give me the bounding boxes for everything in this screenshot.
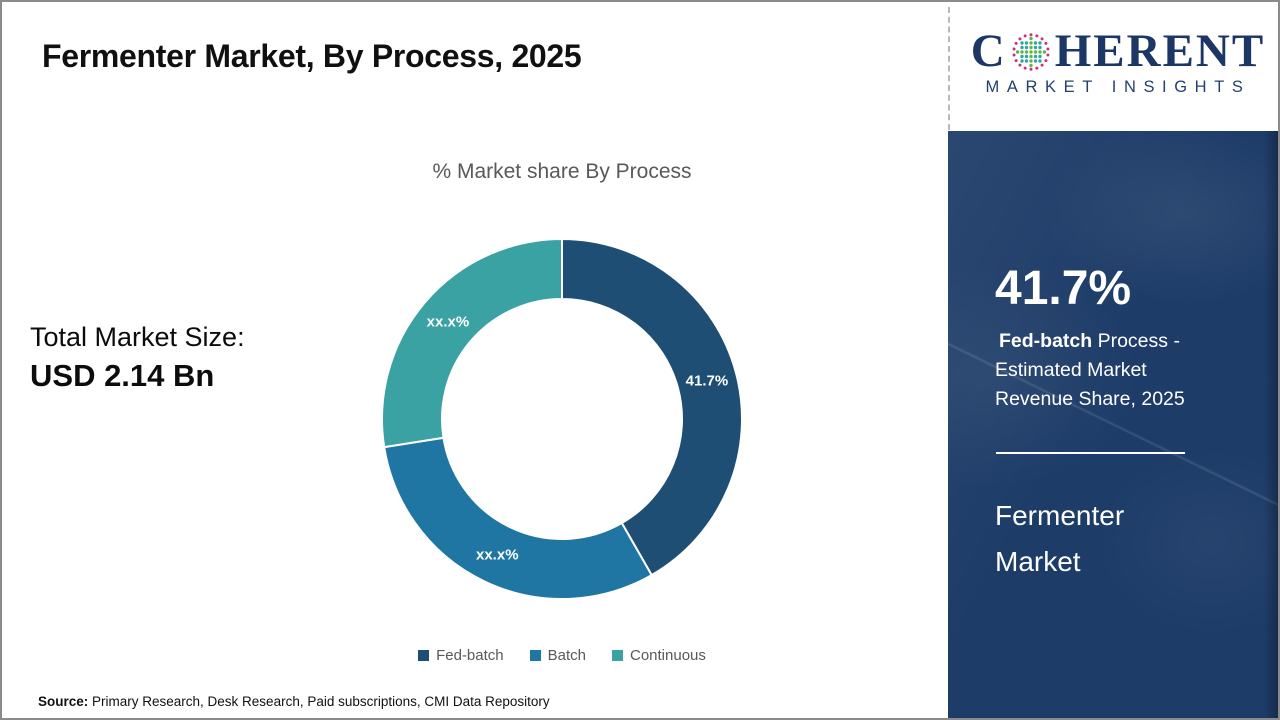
legend-label: Fed-batch: [436, 647, 504, 664]
legend-label: Batch: [547, 647, 586, 664]
globe-dot: [1038, 49, 1042, 54]
globe-dot: [1029, 32, 1033, 36]
page-title: Fermenter Market, By Process, 2025: [42, 38, 582, 74]
globe-dot: [1020, 40, 1024, 45]
donut-slice-fed-batch: [561, 237, 743, 577]
legend-swatch: [529, 650, 541, 661]
globe-dot: [1038, 40, 1042, 45]
globe-dot: [1018, 36, 1022, 40]
total-market-size-label: Total Market Size:: [30, 322, 245, 352]
logo-wordmark: C HERENT: [970, 28, 1266, 75]
slice-label-batch: xx.x%: [476, 546, 519, 563]
globe-dot: [1033, 54, 1037, 58]
source-text: Primary Research, Desk Research, Paid su…: [88, 694, 550, 709]
globe-dot: [1020, 58, 1024, 63]
sidebar-stat-rest: Process - Estimated Market Revenue Share…: [995, 330, 1185, 410]
total-market-size: Total Market Size: USD 2.14 Bn: [30, 322, 245, 394]
globe-dot: [1029, 58, 1033, 63]
logo-letters-rest: HERENT: [1054, 25, 1266, 77]
globe-dot: [1029, 40, 1033, 45]
globe-dot: [1042, 49, 1046, 54]
slice-label-fed-batch: 41.7%: [686, 372, 729, 389]
logo-subtitle: MARKET INSIGHTS: [985, 78, 1251, 96]
globe-dot: [1024, 58, 1028, 63]
globe-dot: [1024, 54, 1028, 58]
globe-dot: [1014, 58, 1018, 62]
globe-dot: [1012, 52, 1016, 56]
globe-dot: [1012, 47, 1016, 51]
globe-dot: [1033, 49, 1037, 54]
legend-item-continuous: Continuous: [612, 647, 706, 664]
source-note: Source: Primary Research, Desk Research,…: [38, 694, 550, 709]
globe-dot: [1020, 54, 1024, 58]
globe-dot: [1029, 54, 1033, 58]
legend-swatch: [418, 650, 430, 661]
globe-dot: [1035, 33, 1039, 37]
globe-dot: [1015, 49, 1019, 54]
sidebar-market-name: Fermenter Market: [995, 500, 1125, 577]
globe-dot: [1020, 49, 1024, 54]
dotted-globe-icon: [1009, 30, 1053, 74]
globe-dot: [1029, 45, 1033, 49]
globe-dot: [1018, 63, 1022, 67]
globe-dot: [1033, 40, 1037, 45]
legend-label: Continuous: [630, 647, 706, 664]
donut-slice-continuous: [381, 237, 563, 449]
total-market-size-value: USD 2.14 Bn: [30, 358, 215, 393]
legend-item-fed-batch: Fed-batch: [418, 647, 504, 664]
legend-item-batch: Batch: [529, 647, 586, 664]
globe-dot: [1046, 47, 1050, 51]
globe-dot: [1020, 45, 1024, 49]
globe-dot: [1038, 58, 1042, 63]
globe-dot: [1023, 33, 1027, 37]
sidebar-divider: [996, 452, 1185, 454]
globe-dot: [1033, 45, 1037, 49]
globe-dot: [1029, 63, 1033, 67]
chart-legend: Fed-batch Batch Continuous: [262, 647, 862, 664]
globe-dot: [1040, 63, 1044, 67]
globe-dot: [1024, 40, 1028, 45]
globe-dot: [1029, 67, 1033, 71]
legend-swatch: [612, 650, 623, 661]
highlight-sidebar: 41.7% Fed-batch Process - Estimated Mark…: [948, 131, 1278, 718]
donut-slice-batch: [383, 436, 654, 600]
globe-dot: [1029, 36, 1033, 40]
coherent-logo: C HERENT MARKET INSIGHTS: [970, 28, 1266, 97]
globe-dot: [1038, 45, 1042, 49]
globe-dot: [1044, 58, 1048, 62]
globe-dot: [1029, 49, 1033, 54]
globe-dot: [1046, 52, 1050, 56]
globe-dot: [1035, 66, 1039, 70]
globe-dot: [1014, 41, 1018, 45]
globe-dot: [1040, 36, 1044, 40]
slice-label-continuous: xx.x%: [427, 314, 470, 331]
sidebar-stat-value: 41.7%: [995, 262, 1132, 315]
logo-letter-c: C: [970, 25, 1007, 77]
sidebar-stat-highlight: Fed-batch: [999, 330, 1093, 352]
globe-dot: [1033, 58, 1037, 63]
globe-dot: [1024, 49, 1028, 54]
source-label: Source:: [38, 694, 89, 709]
chart-title: % Market share By Process: [432, 160, 692, 183]
sidebar-stat-description: Fed-batch Process - Estimated Market Rev…: [995, 327, 1217, 414]
globe-dot: [1024, 45, 1028, 49]
globe-dot: [1038, 54, 1042, 58]
globe-dot: [1023, 66, 1027, 70]
header-divider: [948, 7, 950, 130]
donut-chart: 41.7% xx.x% xx.x%: [381, 237, 743, 600]
globe-dot: [1044, 41, 1048, 45]
